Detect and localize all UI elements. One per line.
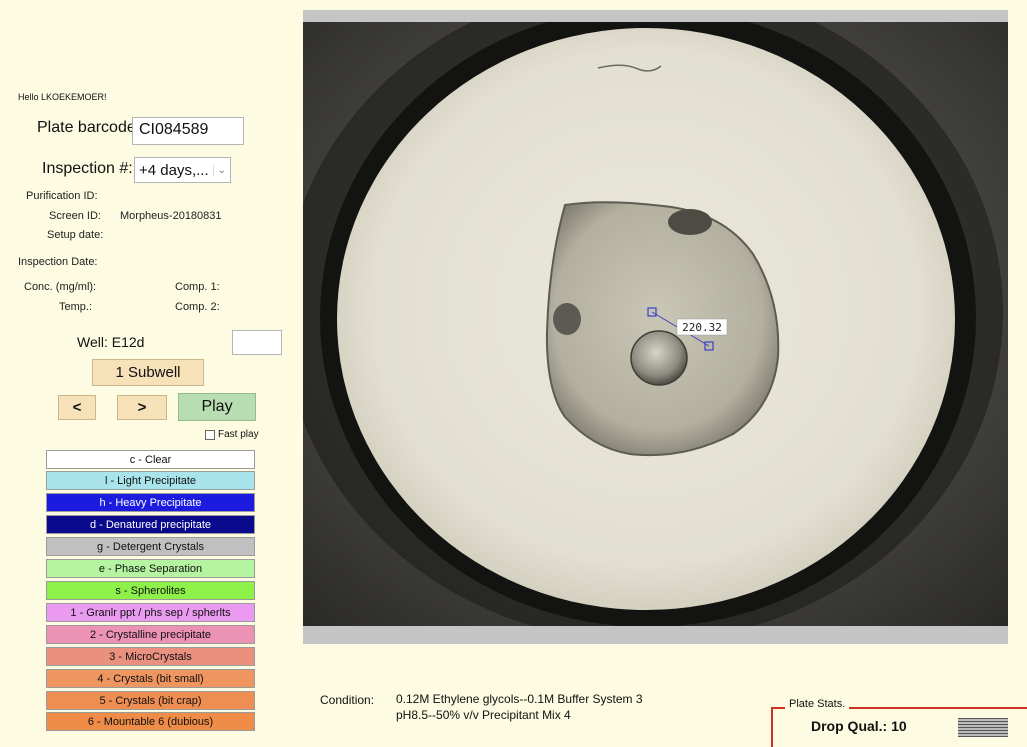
inspection-date-label: Inspection Date: <box>18 256 98 268</box>
category-button[interactable]: l - Light Precipitate <box>46 471 255 490</box>
comp1-label: Comp. 1: <box>175 281 220 293</box>
drop-image[interactable]: 220.32 <box>303 22 1008 626</box>
category-button[interactable]: e - Phase Separation <box>46 559 255 578</box>
next-button[interactable]: > <box>117 395 167 420</box>
greeting: Hello LKOEKEMOER! <box>18 92 107 102</box>
fast-play-checkbox[interactable] <box>205 429 215 440</box>
chevron-down-icon: ⌄ <box>212 164 226 176</box>
well-input[interactable] <box>232 330 282 355</box>
plate-stats-box <box>771 707 1027 747</box>
category-button[interactable]: 2 - Crystalline precipitate <box>46 625 255 644</box>
drop-qual-label: Drop Qual.: 10 <box>811 718 907 734</box>
prev-button[interactable]: < <box>58 395 96 420</box>
purification-id-label: Purification ID: <box>26 190 98 202</box>
subwell-button[interactable]: 1 Subwell <box>92 359 204 386</box>
screen-id-label: Screen ID: <box>49 210 101 222</box>
measurement-label: 220.32 <box>682 321 722 334</box>
stats-bar <box>958 718 1008 737</box>
category-button[interactable]: 1 - Granlr ppt / phs sep / spherlts <box>46 603 255 622</box>
play-button[interactable]: Play <box>178 393 256 421</box>
inspection-label: Inspection #: <box>42 160 133 177</box>
plate-stats-label: Plate Stats. <box>785 698 850 710</box>
condition-value: 0.12M Ethylene glycols--0.1M Buffer Syst… <box>396 691 736 723</box>
condition-line-2: pH8.5--50% v/v Precipitant Mix 4 <box>396 708 571 722</box>
category-button[interactable]: 3 - MicroCrystals <box>46 647 255 666</box>
inspection-value: +4 days,... <box>139 161 209 179</box>
fast-play-label: Fast play <box>218 429 259 440</box>
screen-id-value: Morpheus-20180831 <box>120 210 222 222</box>
condition-label: Condition: <box>320 693 375 707</box>
conc-label: Conc. (mg/ml): <box>24 281 97 293</box>
inspection-select[interactable]: +4 days,... ⌄ <box>134 157 231 183</box>
well-value: E12d <box>111 334 145 350</box>
condition-line-1: 0.12M Ethylene glycols--0.1M Buffer Syst… <box>396 692 643 706</box>
category-button[interactable]: g - Detergent Crystals <box>46 537 255 556</box>
plate-barcode-input[interactable]: CI084589 <box>132 117 244 145</box>
category-button[interactable]: 6 - Mountable 6 (dubious) <box>46 712 255 731</box>
category-button[interactable]: d - Denatured precipitate <box>46 515 255 534</box>
category-button[interactable]: s - Spherolites <box>46 581 255 600</box>
comp2-label: Comp. 2: <box>175 301 220 313</box>
well-label: Well: E12d <box>77 334 144 350</box>
category-button[interactable]: h - Heavy Precipitate <box>46 493 255 512</box>
category-button[interactable]: 5 - Crystals (bit crap) <box>46 691 255 710</box>
category-button[interactable]: 4 - Crystals (bit small) <box>46 669 255 688</box>
plate-barcode-label: Plate barcode: <box>37 119 141 136</box>
well-label-text: Well: <box>77 334 108 350</box>
drop-image-svg: 220.32 <box>303 22 1008 626</box>
fast-play-toggle[interactable]: Fast play <box>205 429 259 440</box>
category-button[interactable]: c - Clear <box>46 450 255 469</box>
setup-date-label: Setup date: <box>47 229 104 241</box>
temp-label: Temp.: <box>59 301 93 313</box>
